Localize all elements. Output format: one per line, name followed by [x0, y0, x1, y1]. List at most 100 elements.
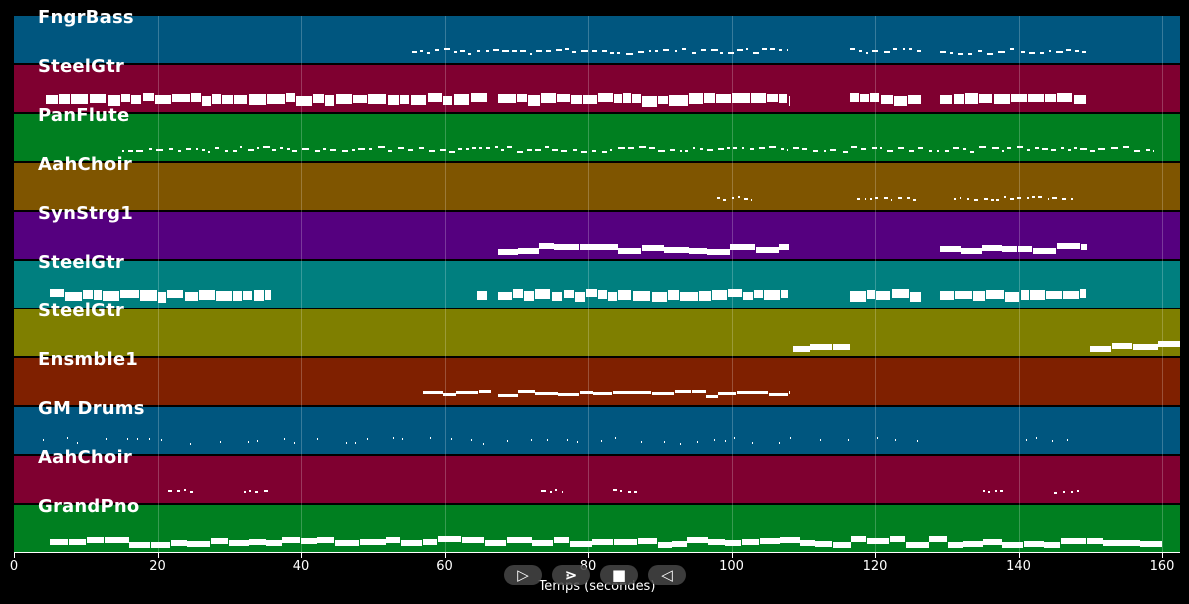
- note-mark: [358, 147, 365, 150]
- note-mark: [1030, 289, 1046, 300]
- x-tick-label: 160: [1149, 559, 1175, 574]
- note-mark: [49, 539, 69, 545]
- note-mark: [909, 149, 915, 152]
- note-mark: [1098, 147, 1106, 150]
- note-mark: [221, 94, 234, 104]
- note-mark: [1026, 148, 1031, 151]
- note-mark: [693, 146, 696, 149]
- note-mark: [950, 52, 954, 54]
- note-mark: [891, 288, 910, 298]
- note-mark: [547, 439, 549, 442]
- note-mark: [936, 149, 940, 152]
- note-mark: [972, 290, 985, 301]
- note-mark: [419, 50, 424, 52]
- x-tick: [14, 553, 15, 558]
- note-mark: [1017, 245, 1033, 252]
- note-mark: [470, 92, 487, 102]
- note-mark: [974, 198, 979, 201]
- note-mark: [1029, 52, 1036, 54]
- note-mark: [859, 50, 862, 52]
- note-mark: [1051, 148, 1057, 151]
- note-mark: [802, 147, 808, 150]
- note-mark: [823, 149, 827, 152]
- note-mark: [962, 147, 966, 150]
- note-mark: [996, 198, 1000, 201]
- note-mark: [994, 490, 997, 493]
- note-mark: [453, 51, 458, 53]
- note-mark: [860, 147, 866, 150]
- note-mark: [570, 94, 582, 104]
- note-mark: [688, 92, 703, 104]
- note-mark: [534, 148, 542, 151]
- note-mark: [593, 392, 613, 396]
- note-mark: [965, 92, 979, 104]
- note-mark: [788, 391, 790, 395]
- note-mark: [516, 150, 524, 153]
- note-mark: [1010, 48, 1015, 50]
- note-mark: [728, 52, 734, 54]
- note-mark: [617, 289, 632, 300]
- note-mark: [764, 289, 781, 300]
- note-mark: [586, 288, 597, 297]
- note-mark: [121, 93, 130, 102]
- note-mark: [262, 145, 270, 148]
- note-mark: [916, 50, 921, 52]
- note-mark: [672, 541, 688, 547]
- track-name: GrandPno: [38, 496, 140, 517]
- note-mark: [1000, 490, 1003, 493]
- note-mark: [955, 290, 972, 299]
- note-mark: [917, 440, 919, 443]
- note-mark: [531, 540, 554, 546]
- note-mark: [539, 242, 555, 249]
- note-mark: [367, 438, 369, 441]
- note-mark: [346, 442, 348, 445]
- note-mark: [451, 438, 453, 441]
- note-mark: [658, 149, 665, 152]
- play-button[interactable]: ▷: [504, 565, 542, 585]
- track-name: FngrBass: [38, 7, 134, 28]
- note-mark: [535, 50, 543, 52]
- note-mark: [1056, 92, 1073, 102]
- note-mark: [410, 94, 427, 105]
- track-name: SynStrg1: [38, 202, 133, 224]
- note-mark: [679, 291, 699, 301]
- note-mark: [1020, 289, 1030, 300]
- rewind-button[interactable]: ◁: [648, 565, 686, 585]
- note-mark: [243, 491, 246, 494]
- note-mark: [400, 94, 410, 104]
- note-mark: [292, 149, 298, 152]
- note-mark: [443, 393, 457, 397]
- note-mark: [953, 197, 956, 200]
- note-mark: [1004, 195, 1006, 198]
- note-mark: [1032, 247, 1057, 254]
- x-tick-label: 100: [719, 559, 744, 574]
- note-mark: [618, 247, 642, 254]
- note-mark: [282, 537, 301, 543]
- note-mark: [183, 489, 186, 492]
- note-mark: [887, 149, 893, 152]
- note-mark: [392, 437, 394, 440]
- note-mark: [778, 93, 788, 103]
- note-mark: [470, 439, 472, 442]
- note-mark: [1035, 437, 1037, 440]
- note-mark: [742, 291, 753, 300]
- note-mark: [1039, 52, 1044, 54]
- note-mark: [430, 437, 432, 440]
- note-mark: [208, 150, 211, 153]
- note-mark: [759, 538, 780, 544]
- note-mark: [368, 93, 387, 104]
- fast-forward-button[interactable]: ⋗: [552, 565, 590, 585]
- note-mark: [723, 198, 727, 201]
- note-mark: [939, 245, 961, 252]
- note-mark: [402, 438, 404, 441]
- note-mark: [1065, 49, 1072, 51]
- note-mark: [1038, 195, 1042, 198]
- note-mark: [579, 391, 593, 395]
- note-mark: [293, 442, 295, 445]
- note-mark: [867, 289, 876, 299]
- track-lane: GrandPno: [14, 496, 1180, 552]
- note-mark: [530, 53, 533, 55]
- note-mark: [1090, 149, 1095, 152]
- note-mark: [498, 394, 518, 398]
- stop-button[interactable]: ■: [600, 565, 638, 585]
